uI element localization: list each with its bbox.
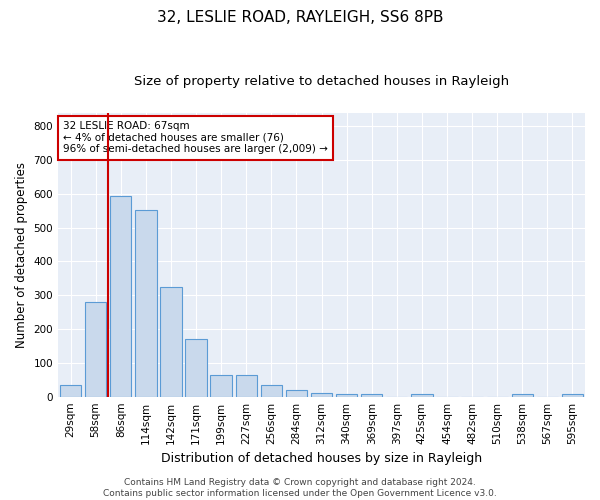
Bar <box>60 385 81 396</box>
Text: 32 LESLIE ROAD: 67sqm
← 4% of detached houses are smaller (76)
96% of semi-detac: 32 LESLIE ROAD: 67sqm ← 4% of detached h… <box>64 122 328 154</box>
Text: Contains HM Land Registry data © Crown copyright and database right 2024.
Contai: Contains HM Land Registry data © Crown c… <box>103 478 497 498</box>
Text: 32, LESLIE ROAD, RAYLEIGH, SS6 8PB: 32, LESLIE ROAD, RAYLEIGH, SS6 8PB <box>157 10 443 25</box>
Bar <box>361 394 382 396</box>
Title: Size of property relative to detached houses in Rayleigh: Size of property relative to detached ho… <box>134 75 509 88</box>
Bar <box>211 374 232 396</box>
Bar <box>236 376 257 396</box>
Bar <box>135 210 157 396</box>
Bar <box>85 302 106 396</box>
Bar <box>562 394 583 396</box>
X-axis label: Distribution of detached houses by size in Rayleigh: Distribution of detached houses by size … <box>161 452 482 465</box>
Bar <box>336 394 357 396</box>
Bar <box>260 385 282 396</box>
Bar <box>110 196 131 396</box>
Y-axis label: Number of detached properties: Number of detached properties <box>15 162 28 348</box>
Bar <box>286 390 307 396</box>
Bar <box>160 287 182 397</box>
Bar <box>512 394 533 396</box>
Bar <box>311 392 332 396</box>
Bar <box>185 339 207 396</box>
Bar <box>411 394 433 396</box>
